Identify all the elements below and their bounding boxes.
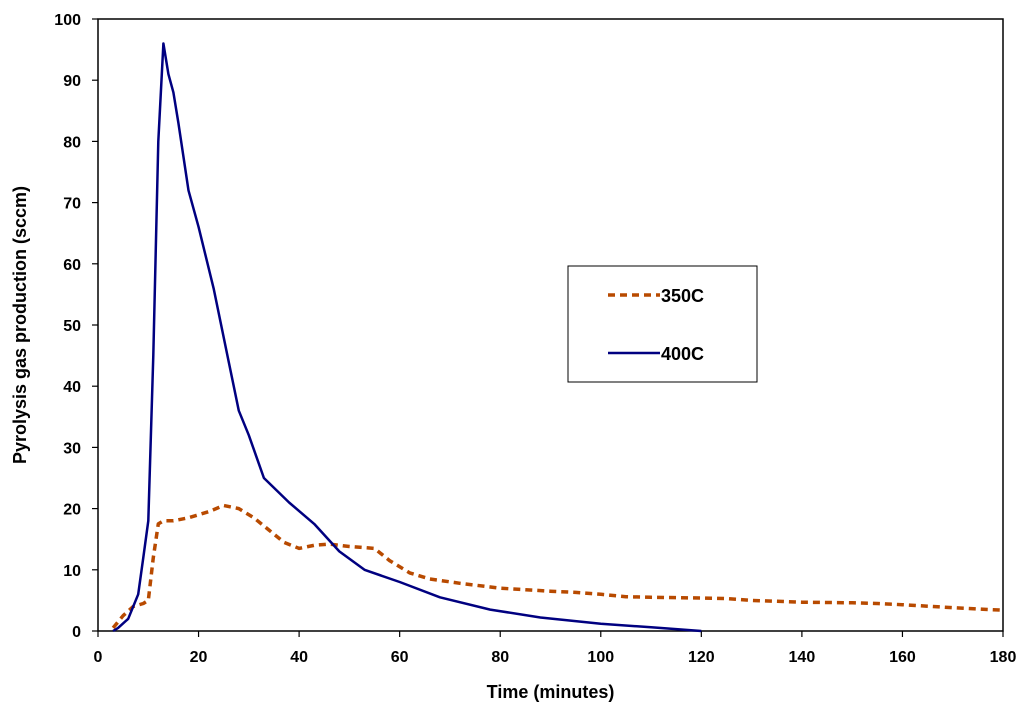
x-tick-label: 20 [190, 649, 208, 666]
y-axis-title: Pyrolysis gas production (sccm) [10, 186, 30, 464]
x-tick-label: 100 [587, 649, 614, 666]
x-tick-label: 180 [990, 649, 1017, 666]
x-tick-label: 140 [789, 649, 816, 666]
y-tick-label: 60 [63, 257, 81, 274]
y-tick-label: 50 [63, 318, 81, 335]
y-tick-label: 90 [63, 73, 81, 90]
y-tick-label: 80 [63, 134, 81, 151]
y-tick-label: 10 [63, 563, 81, 580]
x-tick-label: 60 [391, 649, 409, 666]
legend-box [567, 265, 758, 383]
y-tick-label: 40 [63, 379, 81, 396]
x-tick-label: 160 [889, 649, 916, 666]
plot-frame [97, 18, 1004, 632]
y-axis: 0 10 20 30 40 50 60 70 80 90 100 [54, 12, 98, 641]
legend-label-350c: 350C [661, 286, 704, 306]
x-tick-label: 0 [94, 649, 103, 666]
plot-area [97, 18, 1004, 632]
x-tick-label: 120 [688, 649, 715, 666]
y-tick-label: 70 [63, 196, 81, 213]
series-line-350c [111, 503, 1004, 630]
series-line-400c [112, 42, 702, 633]
x-tick-label: 40 [290, 649, 308, 666]
y-tick-label: 30 [63, 440, 81, 457]
series-layer [111, 42, 1004, 633]
y-tick-label: 0 [72, 624, 81, 641]
x-axis: 0 20 40 60 80 100 120 140 160 180 [94, 631, 1017, 666]
y-tick-label: 20 [63, 502, 81, 519]
x-axis-title: Time (minutes) [487, 682, 615, 702]
legend: 350C 400C [567, 265, 758, 383]
x-tick-label: 80 [491, 649, 509, 666]
y-tick-label: 100 [54, 12, 81, 29]
legend-label-400c: 400C [661, 344, 704, 364]
